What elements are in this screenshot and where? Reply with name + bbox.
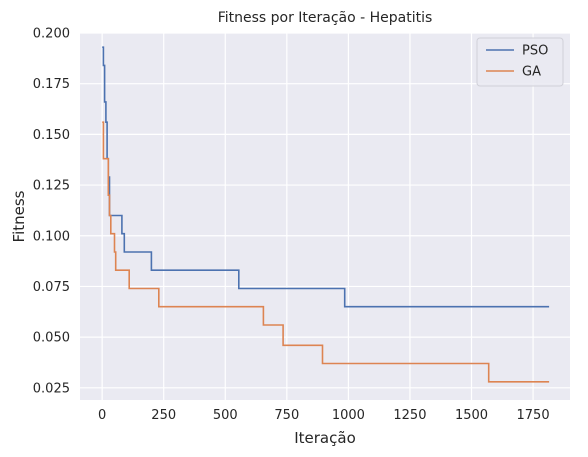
y-tick-label: 0.025 — [33, 381, 70, 396]
plot-area — [80, 33, 570, 400]
x-tick-label: 250 — [151, 408, 176, 423]
legend-label: GA — [522, 65, 541, 80]
y-tick-label: 0.100 — [33, 229, 70, 244]
x-tick-label: 0 — [98, 408, 106, 423]
y-tick-label: 0.150 — [33, 128, 70, 143]
x-axis-label: Iteração — [294, 429, 356, 447]
y-tick-label: 0.050 — [33, 331, 70, 346]
legend: PSO GA — [476, 37, 564, 87]
x-tick-label: 1000 — [332, 408, 365, 423]
grid-lines — [80, 32, 570, 400]
y-tick-label: 0.125 — [33, 179, 70, 194]
legend-label: PSO — [522, 44, 548, 59]
series-line-ga — [102, 121, 550, 383]
x-tick-label: 1500 — [455, 408, 488, 423]
x-tick-label: 1750 — [517, 408, 550, 423]
series-lines — [102, 46, 550, 383]
y-tick-label: 0.075 — [33, 280, 70, 295]
y-tick-label: 0.175 — [33, 77, 70, 92]
legend-box — [476, 37, 564, 87]
x-tick-label: 1250 — [393, 408, 426, 423]
y-axis-ticks: 0.025 0.050 0.075 0.100 0.125 0.150 0.175 0.200 — [33, 27, 70, 397]
y-tick-label: 0.200 — [33, 27, 70, 42]
x-axis-ticks: 0 250 500 750 1000 1250 1500 1750 — [98, 408, 550, 423]
y-axis-label: Fitness — [10, 190, 28, 242]
x-tick-label: 500 — [213, 408, 238, 423]
x-tick-label: 750 — [274, 408, 299, 423]
chart-title: Fitness por Iteração - Hepatitis — [218, 10, 433, 26]
